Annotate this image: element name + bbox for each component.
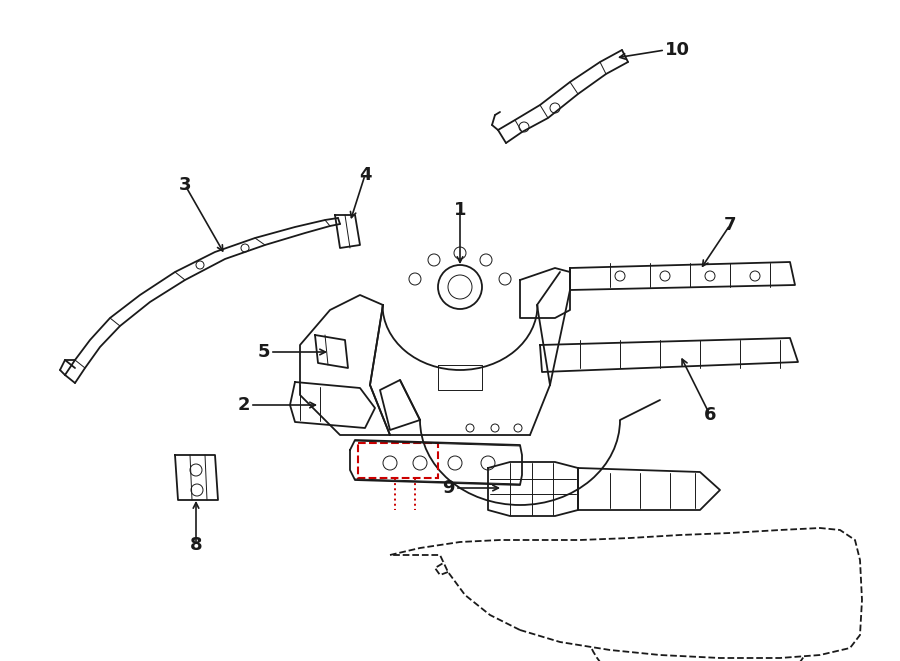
Text: 2: 2 — [238, 396, 250, 414]
Text: 3: 3 — [179, 176, 191, 194]
Text: 9: 9 — [443, 479, 455, 497]
Text: 8: 8 — [190, 536, 203, 554]
Text: 5: 5 — [257, 343, 270, 361]
Text: 7: 7 — [724, 216, 736, 234]
Text: 6: 6 — [704, 406, 716, 424]
Text: 10: 10 — [665, 41, 690, 59]
Text: 1: 1 — [454, 201, 466, 219]
Text: 4: 4 — [359, 166, 371, 184]
Bar — [358, 443, 438, 478]
